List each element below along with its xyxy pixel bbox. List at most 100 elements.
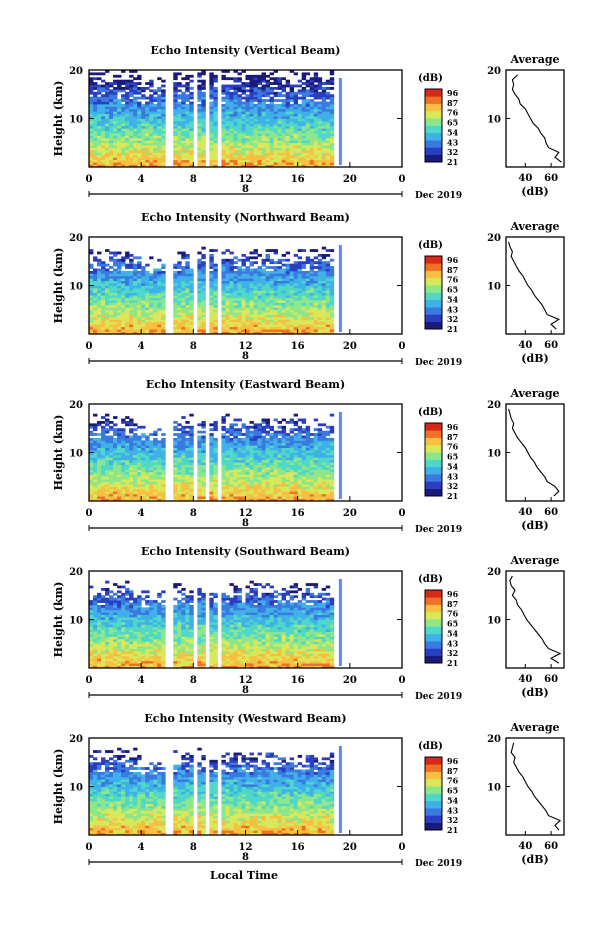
- heatmap-cell: [253, 491, 258, 495]
- heatmap-cell: [201, 319, 206, 323]
- heatmap-cell: [325, 79, 331, 83]
- heatmap-cell: [281, 307, 287, 311]
- heatmap-cell: [261, 309, 266, 313]
- heatmap-cell: [253, 91, 258, 95]
- heatmap-cell: [177, 319, 182, 323]
- heatmap-cell: [125, 150, 130, 153]
- heatmap-cell: [233, 150, 238, 153]
- heatmap-cell: [181, 111, 186, 115]
- heatmap-cell: [137, 496, 142, 499]
- heatmap-cell: [329, 103, 335, 107]
- heatmap-cell: [233, 317, 238, 320]
- heatmap-cell: [133, 285, 138, 289]
- heatmap-cell: [97, 484, 102, 487]
- heatmap-cell: [109, 113, 114, 117]
- heatmap-cell: [265, 142, 270, 146]
- heatmap-cell: [173, 287, 178, 291]
- heatmap-cell: [225, 300, 230, 303]
- heatmap-cell: [173, 319, 178, 323]
- heatmap-cell: [125, 164, 130, 168]
- heatmap-cell: [293, 297, 299, 301]
- heatmap-cell: [121, 479, 126, 482]
- heatmap-cell: [201, 116, 206, 119]
- heatmap-cell: [105, 486, 110, 490]
- heatmap-cell: [89, 467, 94, 470]
- heatmap-cell: [277, 108, 283, 112]
- heatmap-cell: [181, 442, 186, 446]
- heatmap-cell: [325, 113, 331, 117]
- heatmap-cell: [221, 145, 226, 148]
- heatmap-cell: [277, 292, 283, 296]
- heatmap-cell: [189, 118, 194, 122]
- heatmap-cell: [141, 96, 146, 100]
- heatmap-cell: [153, 486, 158, 490]
- heatmap-cell: [233, 137, 238, 141]
- heatmap-cell: [237, 147, 242, 151]
- profile-line: [511, 74, 562, 163]
- heatmap-cell: [153, 467, 158, 470]
- heatmap-cell: [273, 91, 278, 95]
- heatmap-cell: [249, 137, 254, 141]
- heatmap-cell: [289, 120, 295, 124]
- heatmap-cell: [229, 130, 234, 134]
- heatmap-cell: [237, 450, 242, 453]
- heatmap-cell: [285, 162, 291, 165]
- heatmap-cell: [109, 302, 114, 306]
- heatmap-cell: [281, 111, 287, 115]
- heatmap-cell: [289, 263, 295, 267]
- heatmap-cell: [269, 312, 274, 315]
- heatmap-cell: [97, 106, 102, 110]
- heatmap-cell: [109, 111, 114, 115]
- heatmap-cell: [245, 125, 250, 129]
- heatmap-cell: [137, 111, 142, 115]
- heatmap-cell: [181, 147, 186, 151]
- heatmap-cell: [125, 464, 130, 468]
- heatmap-cell: [161, 96, 166, 100]
- heatmap-cell: [309, 295, 315, 299]
- heatmap-cell: [89, 430, 94, 434]
- heatmap-cell: [233, 287, 238, 291]
- heatmap-cell: [253, 268, 258, 272]
- heatmap-cell: [181, 118, 186, 122]
- heatmap-cell: [253, 481, 258, 485]
- heatmap-cell: [105, 469, 110, 473]
- heatmap-cell: [145, 452, 150, 456]
- heatmap-cell: [233, 96, 238, 100]
- heatmap-cell: [141, 86, 146, 90]
- heatmap-cell: [261, 476, 266, 480]
- heatmap-cell: [105, 157, 110, 161]
- heatmap-cell: [213, 447, 218, 451]
- heatmap-cell: [101, 120, 106, 124]
- heatmap-cell: [225, 452, 230, 456]
- heatmap-cell: [253, 94, 258, 98]
- heatmap-cell: [125, 287, 130, 291]
- heatmap-cell: [89, 111, 94, 115]
- heatmap-cell: [241, 106, 246, 110]
- heatmap-cell: [129, 321, 134, 325]
- heatmap-cell: [185, 263, 190, 267]
- heatmap-cell: [257, 275, 262, 279]
- heatmap-cell: [221, 447, 226, 451]
- heatmap-cell: [241, 452, 246, 456]
- heatmap-cell: [129, 133, 134, 136]
- heatmap-cell: [105, 96, 110, 100]
- heatmap-cell: [209, 120, 214, 124]
- heatmap-cell: [233, 113, 238, 117]
- heatmap-cell: [93, 457, 98, 461]
- heatmap-cell: [233, 120, 238, 124]
- heatmap-cell: [257, 488, 262, 492]
- heatmap-cell: [241, 152, 246, 156]
- heatmap-cell: [213, 77, 218, 81]
- heatmap-cell: [209, 266, 214, 269]
- heatmap-cell: [201, 309, 206, 313]
- heatmap-cell: [253, 467, 258, 470]
- heatmap-cell: [137, 302, 142, 306]
- heatmap-cell: [233, 270, 238, 274]
- heatmap-cell: [297, 309, 303, 313]
- heatmap-cell: [89, 309, 94, 313]
- heatmap-cell: [265, 125, 270, 129]
- heatmap-cell: [317, 79, 323, 83]
- heatmap-cell: [109, 116, 114, 119]
- heatmap-cell: [197, 270, 202, 274]
- heatmap-cell: [89, 287, 94, 291]
